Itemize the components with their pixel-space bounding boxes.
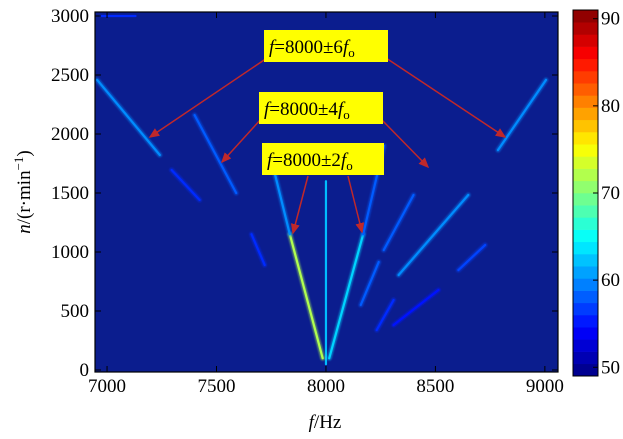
x-axis-label: f/Hz: [309, 412, 342, 433]
streak: [193, 114, 238, 195]
colorbar-step: [573, 339, 598, 352]
colorbar-step: [573, 302, 598, 316]
annotation: f=8000±4fo: [264, 99, 350, 122]
x-tick-label: 7000: [88, 376, 126, 397]
streak: [250, 233, 266, 267]
annotation-box: [259, 92, 383, 124]
colorbar-step: [573, 290, 598, 304]
colorbar-step: [573, 180, 598, 194]
colorbar-step: [573, 144, 598, 157]
colorbar-step: [573, 58, 598, 72]
colorbar-step: [573, 83, 598, 96]
arrow: [148, 55, 271, 138]
streak: [288, 233, 324, 360]
y-axis-label: n/(r·min−1): [11, 150, 35, 234]
colorbar-step: [573, 327, 598, 340]
colorbar-tick-label: 90: [601, 9, 620, 30]
y-tick-label: 1000: [51, 242, 89, 263]
streak: [170, 168, 201, 202]
annotation: f=8000±6fo: [269, 37, 355, 60]
colorbar-tick-label: 60: [601, 270, 620, 291]
annotation: f=8000±2fo: [267, 150, 353, 173]
streak: [496, 78, 548, 152]
colorbar-step: [573, 363, 598, 377]
colorbar-tick-label: 50: [601, 357, 620, 378]
arrow: [220, 117, 263, 164]
colorbar-step: [573, 34, 598, 47]
y-tick-label: 2000: [51, 124, 89, 145]
colorbar-step: [573, 107, 598, 121]
arrow: [347, 175, 365, 234]
y-tick-label: 500: [61, 301, 90, 322]
colorbar-step: [573, 315, 598, 328]
colorbar-step: [573, 229, 598, 243]
colorbar-step: [573, 132, 598, 145]
colorbar-step: [573, 205, 598, 218]
annotations: f=8000±6fo f=8000±4fo f=8000±2fo: [148, 30, 507, 235]
y-tick-label: 0: [80, 360, 90, 381]
y-tick-label: 3000: [51, 6, 89, 27]
colorbar-step: [573, 10, 598, 23]
streak: [328, 233, 365, 360]
streak: [96, 78, 161, 157]
y-tick-label: 2500: [51, 65, 89, 86]
colorbar-step: [573, 254, 598, 267]
colorbar-tick-label: 80: [601, 96, 620, 117]
colorbar-step: [573, 217, 598, 230]
annotation-box: [264, 30, 388, 62]
colorbar-step: [573, 71, 598, 84]
colorbar-tick-label: 70: [601, 183, 620, 204]
colorbar: 50 60 70 80 90: [572, 9, 620, 378]
arrow: [379, 117, 430, 169]
colorbar-step: [573, 119, 598, 133]
colorbar-step: [573, 193, 598, 206]
streak: [375, 298, 395, 332]
arrow: [385, 57, 507, 138]
colorbar-step: [573, 168, 598, 182]
x-tick-label: 8500: [416, 376, 454, 397]
colorbar-step: [573, 278, 598, 291]
streak: [392, 288, 440, 327]
colorbar-step: [573, 95, 598, 108]
colorbar-step: [573, 241, 598, 255]
streak: [382, 193, 415, 252]
streak: [457, 243, 487, 272]
annotation-box: [262, 143, 384, 175]
marks: [94, 13, 549, 367]
colorbar-step: [573, 156, 598, 169]
colorbar-step: [573, 351, 598, 365]
colorbar-step: [573, 22, 598, 35]
y-tick-label: 1500: [51, 183, 89, 204]
arrow: [290, 175, 309, 235]
colorbar-step: [573, 46, 598, 60]
x-tick-label: 8000: [307, 376, 345, 397]
colorbar-step: [573, 266, 598, 279]
x-tick-label: 7500: [197, 376, 235, 397]
plot-frame: [94, 11, 559, 373]
streak: [397, 193, 470, 277]
x-tick-label: 9000: [526, 376, 564, 397]
streak: [359, 260, 380, 307]
